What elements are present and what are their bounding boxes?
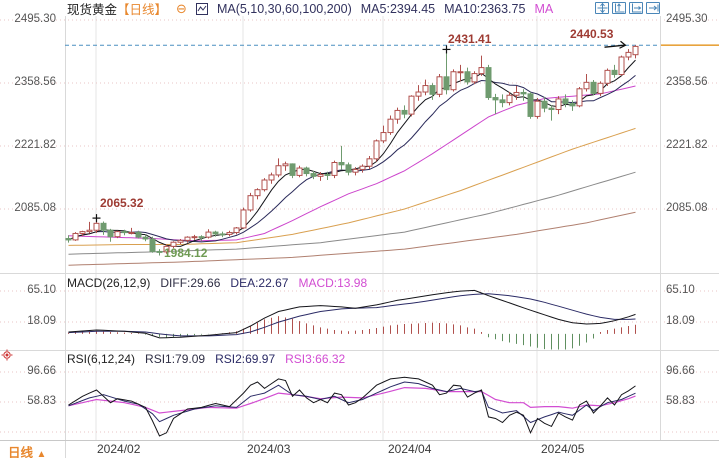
axis-label-rsi-left-1: 96.66	[27, 365, 56, 377]
rsi-legend: RSI(6,12,24) RSI1:79.09 RSI2:69.97 RSI3:…	[67, 352, 345, 366]
axis-label-rsi-right-2: 58.83	[666, 395, 695, 407]
axis-label-macd-left-2: 18.09	[27, 315, 56, 327]
period-selector[interactable]: 日线 ▲	[8, 442, 46, 458]
macd-legend: MACD(26,12,9) DIFF:29.66 DEA:22.67 MACD:…	[67, 276, 367, 290]
chart-legend: 现货黄金【日线】 ⊖ MA(5,10,30,60,100,200) MA5:23…	[67, 0, 554, 18]
ma10-value: MA10:2363.75	[444, 1, 526, 16]
macd-series	[68, 289, 636, 350]
rsi3-value: RSI3:66.32	[285, 352, 346, 366]
time-label-mar: 2024/03	[247, 442, 291, 456]
grid-layer	[0, 16, 719, 440]
axis-label-macd-right-1: 65.10	[666, 284, 695, 296]
annotation-apr-high: 2431.41	[448, 32, 492, 46]
macd-diff-value: DIFF:29.66	[160, 276, 221, 290]
macd-dea-value: DEA:22.67	[230, 276, 289, 290]
axis-label-main-right-2: 2358.56	[666, 76, 708, 88]
time-label-apr: 2024/04	[388, 442, 432, 456]
axis-label-rsi-left-2: 58.83	[27, 395, 56, 407]
annotation-feb-high: 2065.32	[100, 196, 144, 210]
scale-horizontal-icon[interactable]	[629, 2, 643, 14]
axis-label-main-right-3: 2221.82	[666, 139, 708, 151]
axis-label-main-right-4: 2085.08	[666, 202, 708, 214]
chevron-up-icon: ▲	[36, 449, 47, 458]
rsi-series	[68, 376, 636, 437]
ma5-value: MA5:2394.45	[360, 1, 436, 16]
pan-icon[interactable]	[595, 2, 609, 14]
axis-label-main-left-1: 2495.30	[14, 13, 56, 25]
rsi-params-label: RSI(6,12,24)	[67, 352, 136, 366]
candles-series	[65, 45, 639, 256]
time-label-may: 2024/05	[541, 442, 585, 456]
annotation-may-high: 2440.53	[570, 27, 614, 41]
axis-label-macd-right-2: 18.09	[666, 315, 695, 327]
pane-frame	[0, 16, 719, 458]
macd-params-label: MACD(26,12,9)	[67, 276, 151, 290]
axis-label-main-left-4: 2085.08	[14, 202, 56, 214]
jump-to-latest-icon[interactable]	[646, 2, 660, 14]
ma-more-value: MA	[534, 1, 554, 16]
instrument-title: 现货黄金【日线】	[67, 0, 167, 18]
annotation-feb-low: 1984.12	[164, 246, 208, 260]
annotation-markers	[92, 40, 627, 223]
instrument-name: 现货黄金	[67, 3, 118, 17]
axis-label-main-right-1: 2495.30	[666, 13, 708, 25]
collapse-icon[interactable]: ⊖	[176, 0, 187, 16]
chart-toolbar	[595, 2, 660, 14]
ma-params-label: MA(5,10,30,60,100,200)	[216, 1, 352, 16]
macd-hist-value: MACD:13.98	[298, 276, 368, 290]
axis-label-main-left-2: 2358.56	[14, 76, 56, 88]
rsi1-value: RSI1:79.09	[145, 352, 206, 366]
target-icon[interactable]	[1, 348, 13, 366]
period-selector-label: 日线	[8, 446, 34, 458]
axis-label-macd-left-1: 65.10	[27, 284, 56, 296]
indicator-icon[interactable]	[195, 2, 208, 15]
period-tag: 【日线】	[117, 3, 168, 17]
axis-label-main-left-3: 2221.82	[14, 139, 56, 151]
axis-label-rsi-right-1: 96.66	[666, 365, 695, 377]
rsi2-value: RSI2:69.97	[215, 352, 276, 366]
ma-lines	[68, 59, 636, 266]
scale-vertical-icon[interactable]	[612, 2, 626, 14]
time-label-feb: 2024/02	[97, 442, 141, 456]
